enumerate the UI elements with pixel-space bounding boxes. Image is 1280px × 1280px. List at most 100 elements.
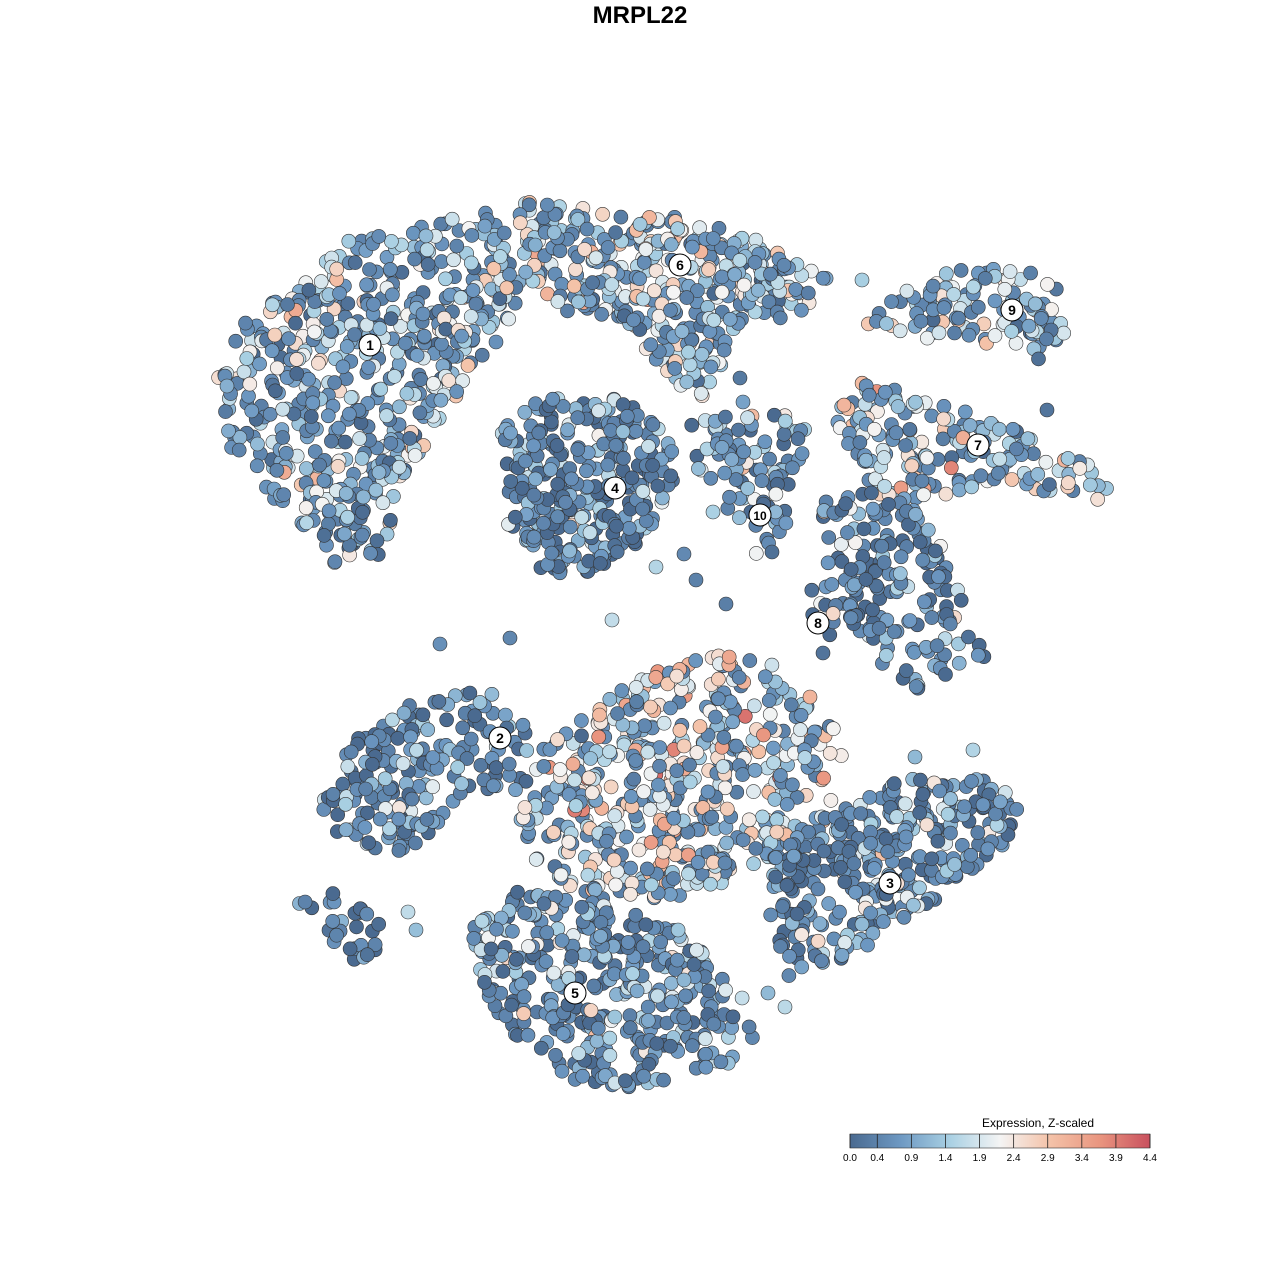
scatter-point <box>402 431 418 446</box>
scatter-point <box>858 572 874 587</box>
scatter-point <box>299 461 314 476</box>
scatter-point <box>746 784 761 799</box>
scatter-point <box>555 399 571 414</box>
scatter-point <box>483 941 499 957</box>
scatter-point <box>413 372 429 387</box>
scatter-point <box>722 489 737 505</box>
scatter-point <box>768 869 784 885</box>
svg-text:4: 4 <box>611 480 619 496</box>
scatter-point <box>400 904 416 920</box>
scatter-point <box>228 333 243 349</box>
scatter-point <box>463 731 479 747</box>
scatter-point <box>800 285 816 301</box>
scatter-point <box>340 509 355 525</box>
scatter-point <box>663 1038 678 1054</box>
scatter-point <box>713 1054 729 1070</box>
legend-tick-label: 2.4 <box>1007 1153 1021 1164</box>
scatter-point <box>623 789 639 804</box>
scatter-point <box>519 743 535 758</box>
scatter-point <box>610 706 625 721</box>
scatter-point <box>591 729 607 745</box>
scatter-point <box>450 760 466 775</box>
scatter-point <box>592 707 607 723</box>
svg-text:6: 6 <box>676 257 684 273</box>
scatter-point <box>628 753 643 768</box>
scatter-point <box>913 772 928 788</box>
scatter-point <box>693 386 709 401</box>
scatter-point <box>663 700 678 716</box>
scatter-point <box>221 423 236 439</box>
scatter-point <box>648 263 664 279</box>
scatter-point <box>463 309 479 324</box>
scatter-point <box>495 964 511 979</box>
scatter-point <box>664 444 680 459</box>
scatter-point <box>385 287 400 303</box>
scatter-point <box>616 450 631 466</box>
scatter-point <box>391 843 407 858</box>
scatter-point <box>786 848 802 864</box>
scatter-point <box>520 1027 536 1043</box>
scatter-point <box>901 867 916 883</box>
scatter-point <box>474 347 490 363</box>
scatter-point <box>628 907 644 923</box>
scatter-point <box>785 460 800 476</box>
scatter-point <box>947 857 962 872</box>
scatter-point <box>735 832 751 848</box>
points-layer <box>211 195 1114 1095</box>
scatter-point <box>764 657 780 673</box>
scatter-point <box>779 797 795 812</box>
scatter-point <box>988 806 1003 822</box>
scatter-point <box>547 207 563 222</box>
legend-tick-label: 0.4 <box>870 1153 884 1164</box>
scatter-point <box>731 422 746 438</box>
scatter-point <box>942 616 958 632</box>
scatter-point <box>664 994 679 1010</box>
scatter-point <box>769 824 785 840</box>
scatter-point <box>716 342 732 358</box>
scatter-point <box>391 356 407 372</box>
scatter-point <box>558 494 573 510</box>
scatter-point <box>379 408 394 424</box>
scatter-point <box>708 709 723 725</box>
scatter-point <box>364 734 380 749</box>
scatter-point <box>1030 467 1046 482</box>
scatter-point <box>600 240 616 255</box>
scatter-point <box>305 395 321 411</box>
scatter-point <box>662 887 678 902</box>
scatter-point <box>938 266 954 282</box>
scatter-point <box>327 554 343 570</box>
cluster-label-8: 8 <box>806 611 830 635</box>
scatter-point <box>564 949 580 964</box>
scatter-point <box>869 578 884 594</box>
scatter-point <box>1056 325 1071 341</box>
scatter-point <box>717 855 733 871</box>
scatter-point <box>943 825 958 841</box>
scatter-point <box>867 564 883 579</box>
scatter-point <box>580 867 596 883</box>
scatter-point <box>384 234 399 249</box>
scatter-point <box>307 444 323 459</box>
scatter-point <box>953 592 969 608</box>
scatter-point <box>316 528 332 543</box>
scatter-point <box>977 271 993 286</box>
scatter-point <box>518 264 534 280</box>
scatter-point <box>599 833 614 849</box>
scatter-point <box>574 899 590 915</box>
scatter-point <box>488 334 504 350</box>
scatter-point <box>614 683 630 698</box>
scatter-point <box>635 291 651 307</box>
scatter-point <box>341 406 357 422</box>
scatter-point <box>735 394 751 410</box>
legend-ticks: 0.0 0.4 0.9 1.4 1.9 2.4 2.9 3.4 3.9 4.4 <box>843 1134 1157 1164</box>
scatter-point <box>919 817 935 833</box>
scatter-point <box>319 311 335 327</box>
scatter-point <box>853 806 869 821</box>
scatter-point <box>600 457 616 473</box>
scatter-point <box>466 931 482 946</box>
scatter-point <box>604 277 620 292</box>
scatter-point <box>1038 454 1054 470</box>
scatter-point <box>562 519 578 535</box>
scatter-point <box>438 271 453 287</box>
scatter-point <box>697 1031 713 1046</box>
scatter-point <box>695 800 711 815</box>
